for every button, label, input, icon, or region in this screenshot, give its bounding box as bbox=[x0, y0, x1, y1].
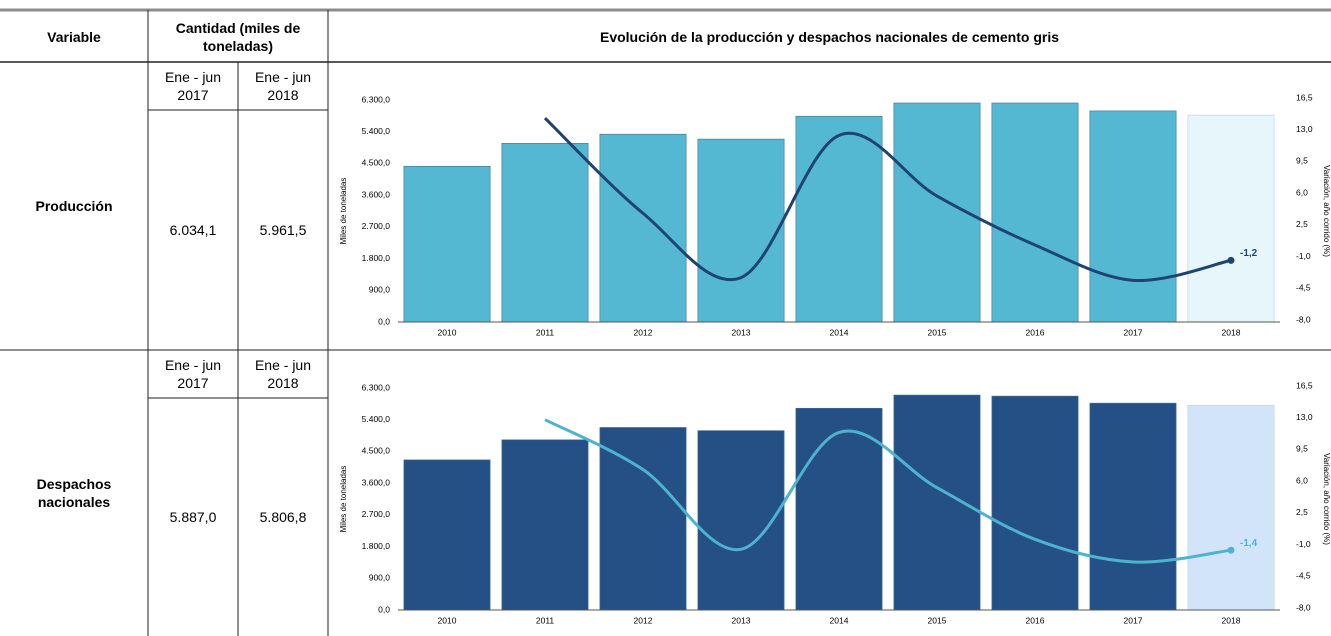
bar bbox=[501, 439, 589, 611]
bar bbox=[501, 143, 589, 323]
x-tick-label: 2016 bbox=[1026, 327, 1045, 337]
y2-tick-label: -1,0 bbox=[1296, 539, 1311, 549]
y2-tick-label: 13,0 bbox=[1296, 412, 1313, 422]
header-cell: Evolución de la producción y despachos n… bbox=[599, 29, 1059, 45]
bar bbox=[1089, 110, 1177, 323]
value-cell: 5.806,8 bbox=[259, 509, 307, 525]
line bbox=[544, 418, 1232, 564]
bar bbox=[697, 430, 785, 611]
bar bbox=[991, 102, 1079, 323]
bar bbox=[403, 165, 491, 323]
variable-cell: Producción bbox=[35, 198, 113, 214]
y2-tick-label: -4,5 bbox=[1296, 571, 1311, 581]
line-end-marker bbox=[1227, 256, 1235, 264]
x-tick-label: 2012 bbox=[634, 327, 653, 337]
data-label: -1,4 bbox=[1240, 538, 1258, 549]
bar bbox=[893, 394, 981, 611]
y2-axis-title: Variación, año corrido (%) bbox=[1322, 165, 1331, 257]
y-tick-label: 0,0 bbox=[378, 604, 390, 614]
bar bbox=[1187, 114, 1275, 323]
y-tick-label: 1.800,0 bbox=[362, 541, 391, 551]
y-tick-label: 6.300,0 bbox=[362, 94, 391, 104]
y-tick-label: 2.700,0 bbox=[362, 221, 391, 231]
y2-tick-label: 13,0 bbox=[1296, 124, 1313, 134]
y-tick-label: 900,0 bbox=[369, 573, 391, 583]
bar bbox=[599, 427, 687, 611]
y2-axis-title: Variación, año corrido (%) bbox=[1322, 453, 1331, 545]
line-end-marker bbox=[1227, 546, 1235, 554]
y-tick-label: 1.800,0 bbox=[362, 253, 391, 263]
y2-tick-label: 6,0 bbox=[1296, 187, 1308, 197]
y-axis-title: Miles de toneladas bbox=[339, 178, 348, 245]
value-cell: 6.034,1 bbox=[169, 222, 217, 238]
bar bbox=[697, 138, 785, 323]
bar bbox=[1089, 402, 1177, 611]
y-tick-label: 5.400,0 bbox=[362, 414, 391, 424]
y2-tick-label: -8,0 bbox=[1296, 314, 1311, 324]
x-tick-label: 2018 bbox=[1222, 615, 1241, 625]
bar bbox=[1187, 404, 1275, 611]
x-tick-label: 2015 bbox=[928, 327, 947, 337]
y-tick-label: 900,0 bbox=[369, 285, 391, 295]
period-cell: Ene - jun 2018 bbox=[254, 357, 312, 391]
period-cell: Ene - jun 2017 bbox=[164, 69, 222, 103]
y-tick-label: 2.700,0 bbox=[362, 509, 391, 519]
chart: 0,0 900,0 1.800,0 2.700,0 3.600,0 4.500,0 5.40… bbox=[339, 92, 1331, 337]
variable-cell: Despachos nacionales bbox=[36, 476, 112, 510]
line bbox=[543, 117, 1232, 283]
y-tick-label: 3.600,0 bbox=[362, 189, 391, 199]
y2-tick-label: 9,5 bbox=[1296, 444, 1308, 454]
y-tick-label: 0,0 bbox=[378, 316, 390, 326]
y2-tick-label: -8,0 bbox=[1296, 602, 1311, 612]
period-cell: Ene - jun 2018 bbox=[254, 69, 312, 103]
x-tick-label: 2011 bbox=[536, 327, 555, 337]
bar bbox=[991, 395, 1079, 611]
x-tick-label: 2013 bbox=[732, 327, 751, 337]
y-tick-label: 6.300,0 bbox=[362, 382, 391, 392]
bar bbox=[599, 133, 687, 323]
value-cell: 5.961,5 bbox=[259, 222, 307, 238]
x-tick-label: 2014 bbox=[830, 615, 849, 625]
header-cell: Cantidad (miles de toneladas) bbox=[175, 20, 301, 54]
x-tick-label: 2011 bbox=[536, 615, 555, 625]
chart: 0,0 900,0 1.800,0 2.700,0 3.600,0 4.500,0 5.40… bbox=[339, 380, 1331, 625]
x-tick-label: 2013 bbox=[732, 615, 751, 625]
y2-tick-label: 2,5 bbox=[1296, 507, 1308, 517]
bar bbox=[403, 459, 491, 611]
y-tick-label: 5.400,0 bbox=[362, 126, 391, 136]
value-cell: 5.887,0 bbox=[169, 509, 217, 525]
header-cell: Variable bbox=[47, 29, 101, 45]
y2-tick-label: 2,5 bbox=[1296, 219, 1308, 229]
y-tick-label: 4.500,0 bbox=[362, 446, 391, 456]
x-tick-label: 2018 bbox=[1222, 327, 1241, 337]
x-tick-label: 2015 bbox=[928, 615, 947, 625]
y2-tick-label: 16,5 bbox=[1296, 92, 1313, 102]
data-label: -1,2 bbox=[1240, 248, 1258, 259]
x-tick-label: 2012 bbox=[634, 615, 653, 625]
y2-tick-label: 9,5 bbox=[1296, 156, 1308, 166]
x-tick-label: 2016 bbox=[1026, 615, 1045, 625]
x-tick-label: 2010 bbox=[438, 327, 457, 337]
x-tick-label: 2010 bbox=[438, 615, 457, 625]
y-tick-label: 4.500,0 bbox=[362, 158, 391, 168]
y-axis-title: Miles de toneladas bbox=[339, 466, 348, 533]
y2-tick-label: 6,0 bbox=[1296, 475, 1308, 485]
y2-tick-label: 16,5 bbox=[1296, 380, 1313, 390]
bar bbox=[795, 115, 883, 323]
x-tick-label: 2014 bbox=[830, 327, 849, 337]
y2-tick-label: -1,0 bbox=[1296, 251, 1311, 261]
y2-tick-label: -4,5 bbox=[1296, 283, 1311, 293]
x-tick-label: 2017 bbox=[1124, 615, 1143, 625]
y-tick-label: 3.600,0 bbox=[362, 477, 391, 487]
period-cell: Ene - jun 2017 bbox=[164, 357, 222, 391]
x-tick-label: 2017 bbox=[1124, 327, 1143, 337]
